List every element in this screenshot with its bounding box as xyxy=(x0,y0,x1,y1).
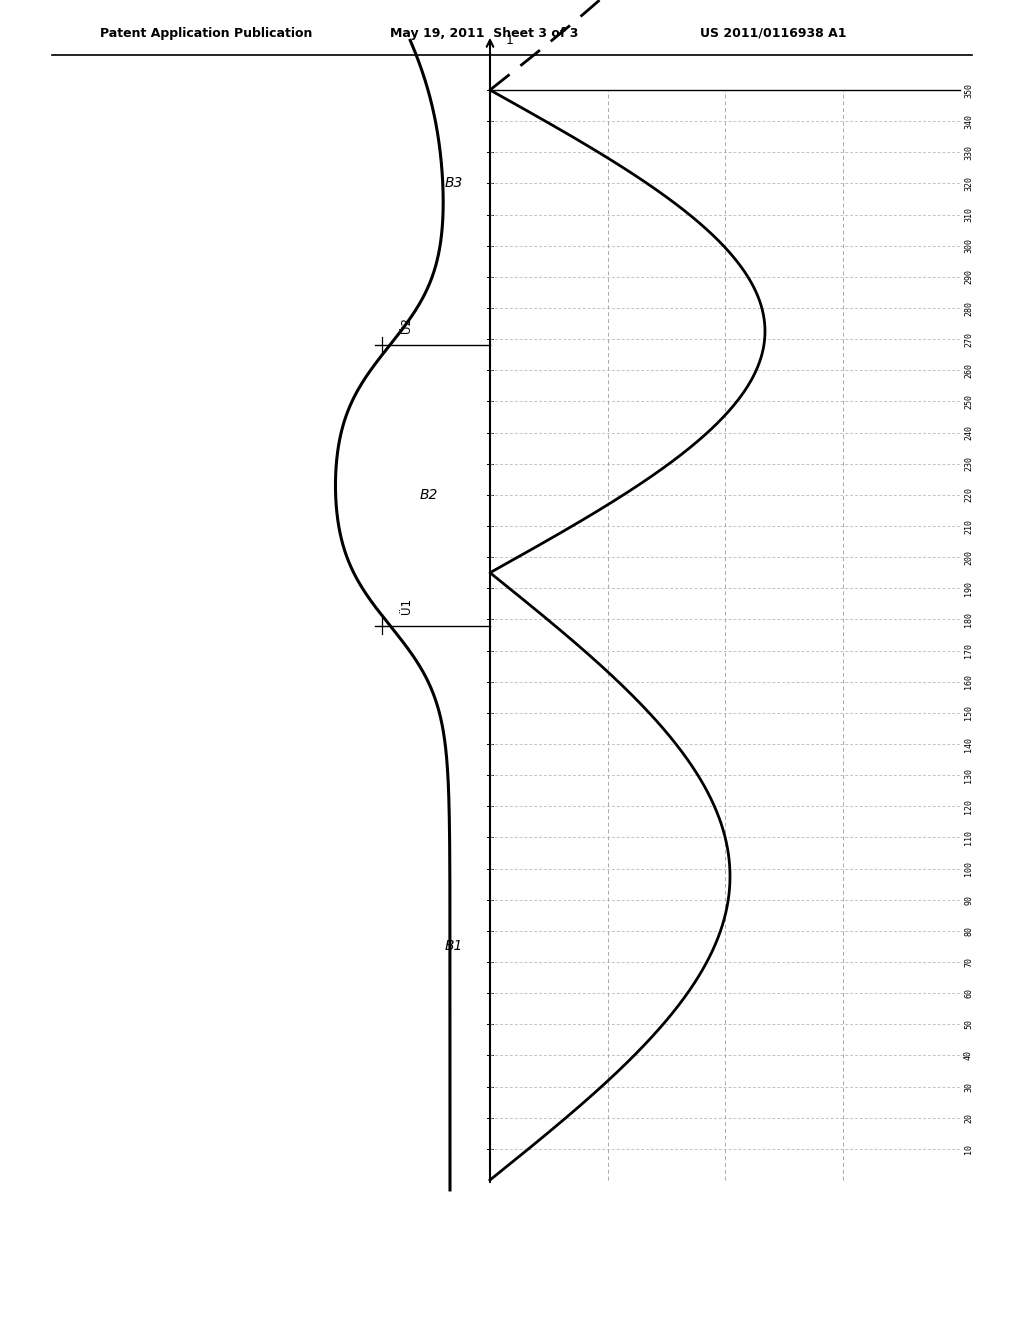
Text: 150: 150 xyxy=(964,705,973,721)
Text: 260: 260 xyxy=(964,363,973,378)
Text: B3: B3 xyxy=(445,177,464,190)
Text: 100: 100 xyxy=(964,861,973,876)
Text: 250: 250 xyxy=(964,393,973,409)
Text: 230: 230 xyxy=(964,457,973,471)
Text: 30: 30 xyxy=(964,1081,973,1092)
Text: 350: 350 xyxy=(964,82,973,98)
Text: 160: 160 xyxy=(964,675,973,689)
Text: 330: 330 xyxy=(964,145,973,160)
Text: 130: 130 xyxy=(964,768,973,783)
Text: 40: 40 xyxy=(964,1051,973,1060)
Text: 320: 320 xyxy=(964,176,973,191)
Text: 110: 110 xyxy=(964,830,973,845)
Text: 170: 170 xyxy=(964,643,973,659)
Text: 270: 270 xyxy=(964,331,973,347)
Text: B2: B2 xyxy=(420,488,438,502)
Text: B1: B1 xyxy=(445,940,464,953)
Text: May 19, 2011  Sheet 3 of 3: May 19, 2011 Sheet 3 of 3 xyxy=(390,26,579,40)
Text: 80: 80 xyxy=(964,925,973,936)
Text: 120: 120 xyxy=(964,799,973,814)
Text: 200: 200 xyxy=(964,549,973,565)
Text: 20: 20 xyxy=(964,1113,973,1123)
Text: 300: 300 xyxy=(964,238,973,253)
Text: 240: 240 xyxy=(964,425,973,440)
Text: 190: 190 xyxy=(964,581,973,595)
Text: 70: 70 xyxy=(964,957,973,968)
Text: 280: 280 xyxy=(964,301,973,315)
Text: 290: 290 xyxy=(964,269,973,284)
Text: 340: 340 xyxy=(964,114,973,128)
Text: 210: 210 xyxy=(964,519,973,533)
Text: 90: 90 xyxy=(964,895,973,904)
Text: US 2011/0116938 A1: US 2011/0116938 A1 xyxy=(700,26,847,40)
Text: 220: 220 xyxy=(964,487,973,503)
Text: 180: 180 xyxy=(964,612,973,627)
Text: 50: 50 xyxy=(964,1019,973,1030)
Text: 310: 310 xyxy=(964,207,973,222)
Text: Ü2: Ü2 xyxy=(399,317,413,334)
Text: 140: 140 xyxy=(964,737,973,751)
Text: Patent Application Publication: Patent Application Publication xyxy=(100,26,312,40)
Text: 60: 60 xyxy=(964,989,973,998)
Text: 1: 1 xyxy=(506,33,514,46)
Text: Ü1: Ü1 xyxy=(400,598,413,614)
Text: 10: 10 xyxy=(964,1144,973,1154)
